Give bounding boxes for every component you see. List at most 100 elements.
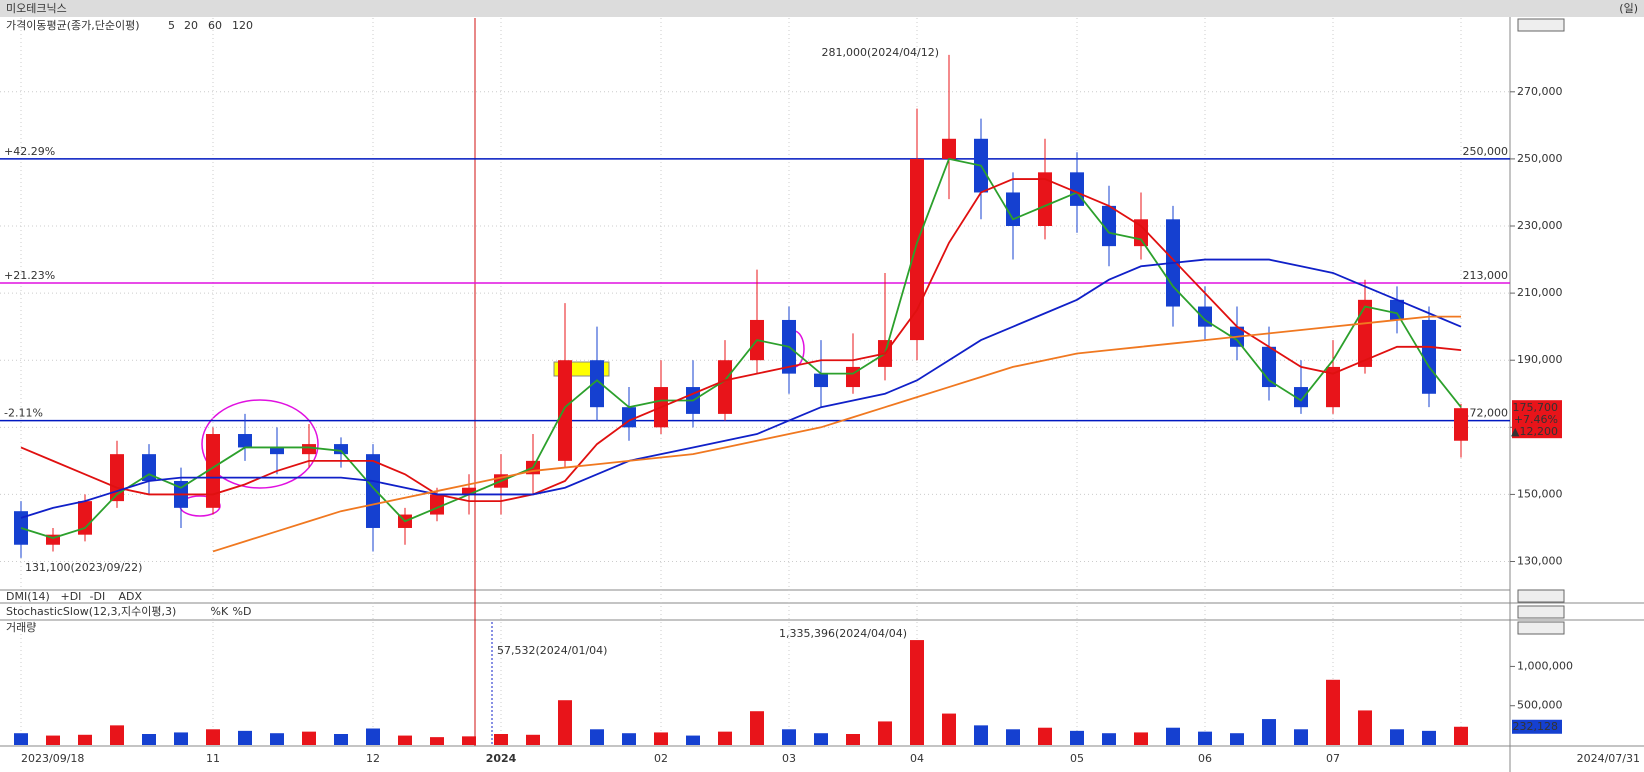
candle-body [302,444,316,455]
panel-controls[interactable] [1517,589,1565,603]
volume-bar [942,713,956,745]
volume-bar [110,725,124,745]
candle-body [1070,172,1084,206]
volume-bar [1038,727,1052,745]
y-tick-label: 190,000 [1517,353,1563,366]
volume-annotation: 57,532(2024/01/04) [497,644,607,657]
volume-bar [462,736,476,745]
period: (일) [1619,1,1638,15]
stock-name: 미오테크닉스 [6,2,67,15]
volume-bar [718,731,732,745]
volume-bar [398,735,412,745]
volume-bar [174,732,188,745]
candle-body [430,494,444,515]
candle-body [334,444,348,455]
volume-bar [782,729,796,745]
volume-bar [1454,726,1468,745]
x-tick-label: 2023/09/18 [21,752,84,765]
candle-body [1294,387,1308,408]
volume-bar [206,729,220,745]
candle-body [1326,366,1340,408]
volume-bar [494,734,508,745]
volume-bar [878,721,892,745]
panel-controls[interactable] [1517,18,1565,32]
volume-bar [686,735,700,745]
candle-body [1102,205,1116,247]
level-pct: +42.29% [4,145,55,158]
last-volume-label: 232,128 [1513,720,1559,733]
volume-bar [1262,719,1276,745]
level-pct: +21.23% [4,269,55,282]
volume-bar [270,733,284,745]
legend-entry: 20 [184,19,198,32]
volume-bar [366,728,380,745]
candle-body [462,487,476,495]
candle-body [1454,408,1468,441]
candle-body [366,454,380,528]
title-bar [0,0,1644,17]
moving-average [212,315,1461,553]
candle-body [718,360,732,414]
moving-average [20,157,1462,539]
volume-bar [910,640,924,745]
highlight-ellipse [201,399,319,489]
volume-bar [1230,733,1244,745]
y-tick-label: 130,000 [1517,555,1563,568]
volume-bar [78,734,92,745]
indicator-line: %K [211,605,229,618]
candle-body [206,434,220,508]
candle-body [238,434,252,448]
x-tick-label: 07 [1326,752,1340,765]
volume-bar [238,730,252,745]
x-tick-label: 04 [910,752,924,765]
y-tick-label: 230,000 [1517,219,1563,232]
candle-body [910,158,924,341]
legend-title: 가격이동평균(종가,단순이평) [6,19,140,32]
volume-bar [1198,731,1212,745]
volume-bar [302,731,316,745]
panel-controls[interactable] [1517,621,1565,635]
last-price-change: +7.46% [1514,413,1558,426]
level-pct: -2.11% [4,407,43,420]
volume-bar [1006,729,1020,745]
volume-bar [46,735,60,745]
x-tick-label: 11 [206,752,220,765]
volume-bar [142,734,156,745]
volume-bar [1422,730,1436,745]
x-tick-label: 02 [654,752,668,765]
candle-body [942,138,956,159]
volume-bar [974,725,988,745]
indicator-name: DMI(14) [6,590,50,603]
low-annotation: 131,100(2023/09/22) [25,561,142,574]
candle-body [590,360,604,408]
volume-bar [750,711,764,745]
volume-bar [526,734,540,745]
window-buttons[interactable] [1517,18,1565,635]
plot: 2023/09/18 11 12 2024 02 03 04 05 06 07 2024/07/31… [0,18,1640,765]
volume-bar [558,700,572,745]
x-tick-label: 12 [366,752,380,765]
volume-bar [1390,729,1404,745]
volume-bar [814,733,828,745]
candle-body [142,454,156,481]
candle-body [814,373,828,388]
y-tick-label: 150,000 [1517,487,1563,500]
level-label: 172,000 [1463,407,1509,420]
high-annotation: 281,000(2024/04/12) [822,46,939,59]
volume-bar [654,732,668,745]
candle-body [1390,299,1404,320]
panel-controls[interactable] [1517,605,1565,619]
x-tick-label: 03 [782,752,796,765]
volume-bar [590,729,604,745]
last-volume-box [1512,719,1562,734]
last-price-diff: ▲12,200 [1511,425,1558,438]
volume-bar [1294,729,1308,745]
y-tick-label: 500,000 [1517,699,1563,712]
candle-body [1358,299,1372,367]
volume-bar [1070,730,1084,745]
x-tick-label: 05 [1070,752,1084,765]
panel-title: 거래량 [6,621,36,634]
volume-annotation: 1,335,396(2024/04/04) [779,627,907,640]
candle-body [558,360,572,461]
candle-body [46,534,60,545]
